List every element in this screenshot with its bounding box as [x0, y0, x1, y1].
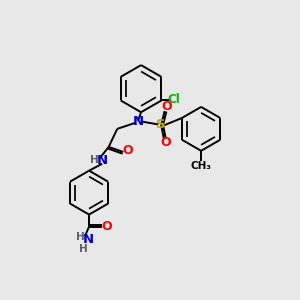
Text: O: O [161, 100, 172, 113]
Text: Cl: Cl [168, 93, 181, 106]
Text: O: O [101, 220, 112, 232]
Text: S: S [156, 118, 166, 131]
Text: N: N [97, 154, 108, 167]
Text: H: H [90, 155, 99, 165]
Text: H: H [76, 232, 85, 242]
Text: H: H [80, 244, 88, 254]
Text: N: N [83, 232, 94, 245]
Text: CH₃: CH₃ [190, 161, 212, 171]
Text: O: O [122, 144, 133, 157]
Text: O: O [160, 136, 171, 149]
Text: N: N [133, 115, 144, 128]
